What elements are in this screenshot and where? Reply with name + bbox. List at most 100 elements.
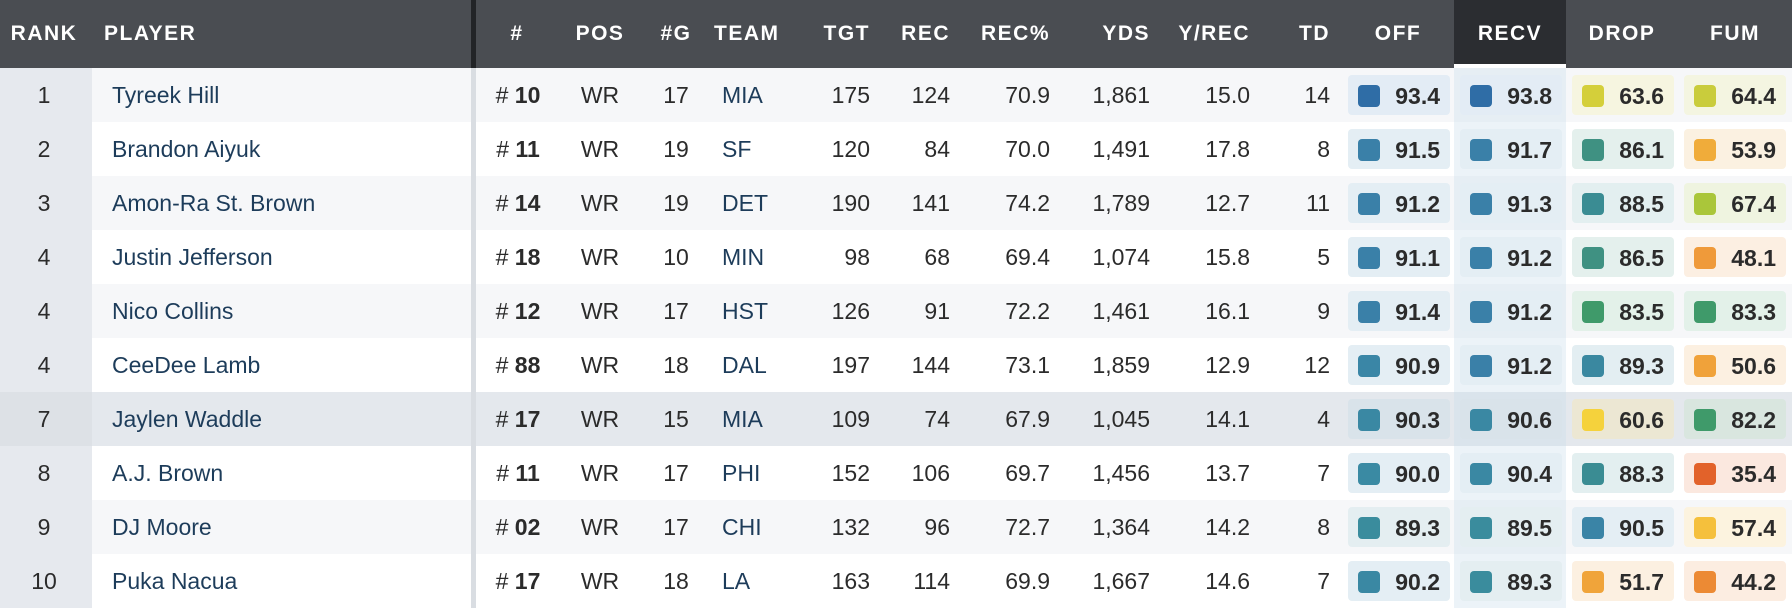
col-header-yds[interactable]: YDS: [1102, 22, 1150, 45]
table-row[interactable]: 9 DJ Moore # 02 WR 17 CHI 132 96 72.7 1,364 14.2 8 8…: [0, 500, 1792, 554]
col-header-pos[interactable]: POS: [575, 22, 625, 45]
rec-pct-cell: 70.0: [1005, 136, 1050, 162]
col-header-tgt[interactable]: TGT: [823, 22, 870, 45]
player-name-link[interactable]: A.J. Brown: [112, 460, 224, 486]
table-row[interactable]: 2 Brandon Aiyuk # 11 WR 19 SF 120 84 70.0 1,491 17…: [0, 122, 1792, 176]
table-header: RANK PLAYER # POS #G TEAM TGT REC REC% Y…: [0, 0, 1792, 68]
jersey-cell: # 02: [486, 500, 550, 554]
off-grade-badge: 93.4: [1348, 75, 1450, 115]
team-link[interactable]: DAL: [722, 352, 767, 378]
col-header-rec[interactable]: REC: [901, 22, 950, 45]
col-header-fum[interactable]: FUM: [1710, 22, 1760, 45]
team-link[interactable]: DET: [722, 190, 768, 216]
pos-cell: WR: [580, 298, 620, 324]
jersey-hash: #: [495, 406, 509, 432]
rank-column-bg: [0, 500, 92, 554]
y-rec-cell: 15.0: [1205, 82, 1250, 108]
team-link[interactable]: LA: [722, 568, 751, 594]
y-rec-cell: 14.6: [1205, 568, 1250, 594]
grade-color-swatch-icon: [1470, 355, 1492, 377]
rank-cell: 4: [37, 298, 51, 324]
col-header-off[interactable]: OFF: [1374, 22, 1422, 45]
grade-color-swatch-icon: [1582, 247, 1604, 269]
grade-color-swatch-icon: [1358, 301, 1380, 323]
frozen-column-divider: [471, 284, 476, 338]
games-cell: 18: [663, 352, 689, 378]
rank-column-bg: [0, 176, 92, 230]
table-row[interactable]: 4 CeeDee Lamb # 88 WR 18 DAL 197 144 73.1 1,859 12…: [0, 338, 1792, 392]
player-name-link[interactable]: Justin Jefferson: [112, 244, 273, 270]
col-header-drop[interactable]: DROP: [1588, 22, 1656, 45]
tgt-cell: 126: [831, 298, 870, 324]
jersey-number: 11: [515, 460, 540, 486]
table-row[interactable]: 8 A.J. Brown # 11 WR 17 PHI 152 106 69.7 1,456 13.…: [0, 446, 1792, 500]
col-header-recv[interactable]: RECV: [1454, 0, 1566, 68]
jersey-cell: # 12: [486, 284, 550, 338]
col-header-player[interactable]: PLAYER: [104, 22, 197, 45]
team-link[interactable]: HST: [722, 298, 768, 324]
player-name-link[interactable]: Tyreek Hill: [112, 82, 220, 108]
table-row[interactable]: 3 Amon-Ra St. Brown # 14 WR 19 DET 190 141 74.2 1…: [0, 176, 1792, 230]
drop-grade-value: 60.6: [1619, 407, 1664, 433]
table-row[interactable]: 4 Justin Jefferson # 18 WR 10 MIN 98 68 69.4 1,07…: [0, 230, 1792, 284]
team-link[interactable]: SF: [722, 136, 752, 162]
td-cell: 7: [1317, 568, 1330, 594]
col-header-games[interactable]: #G: [660, 22, 692, 45]
grade-color-swatch-icon: [1694, 355, 1716, 377]
team-link[interactable]: MIN: [722, 244, 765, 270]
rec-cell: 91: [924, 298, 950, 324]
table-row[interactable]: 1 Tyreek Hill # 10 WR 17 MIA 175 124 70.9 1,861 15…: [0, 68, 1792, 122]
grade-color-swatch-icon: [1358, 463, 1380, 485]
y-rec-cell: 16.1: [1205, 298, 1250, 324]
tgt-cell: 120: [831, 136, 870, 162]
col-header-team[interactable]: TEAM: [714, 22, 780, 45]
recv-grade-badge: 91.2: [1460, 237, 1562, 277]
player-name-link[interactable]: DJ Moore: [112, 514, 212, 540]
games-cell: 17: [663, 298, 689, 324]
table-row[interactable]: 10 Puka Nacua # 17 WR 18 LA 163 114 69.9 1,667 14.…: [0, 554, 1792, 608]
off-grade-badge: 90.9: [1348, 345, 1450, 385]
col-header-td[interactable]: TD: [1299, 22, 1330, 45]
frozen-column-divider: [471, 68, 476, 122]
fum-grade-value: 48.1: [1731, 245, 1776, 271]
jersey-number: 02: [514, 514, 541, 540]
drop-grade-value: 83.5: [1619, 299, 1664, 325]
table-row[interactable]: 7 Jaylen Waddle # 17 WR 15 MIA 109 74 67.9 1,045 1…: [0, 392, 1792, 446]
col-header-rank[interactable]: RANK: [10, 22, 78, 45]
drop-grade-value: 63.6: [1619, 83, 1664, 109]
team-link[interactable]: PHI: [722, 460, 761, 486]
rank-column-bg: [0, 68, 92, 122]
jersey-number: 11: [515, 136, 540, 162]
rec-cell: 106: [911, 460, 950, 486]
player-name-link[interactable]: Jaylen Waddle: [112, 406, 263, 432]
grade-color-swatch-icon: [1470, 247, 1492, 269]
fum-grade-value: 35.4: [1731, 461, 1776, 487]
player-name-link[interactable]: Nico Collins: [112, 298, 234, 324]
team-link[interactable]: CHI: [722, 514, 762, 540]
col-header-jersey[interactable]: #: [510, 22, 524, 45]
team-link[interactable]: MIA: [722, 406, 763, 432]
player-name-link[interactable]: Amon-Ra St. Brown: [112, 190, 316, 216]
recv-grade-value: 90.6: [1507, 407, 1552, 433]
fum-grade-badge: 44.2: [1684, 561, 1786, 601]
grade-color-swatch-icon: [1694, 139, 1716, 161]
fum-grade-value: 57.4: [1731, 515, 1776, 541]
games-cell: 17: [663, 82, 689, 108]
td-cell: 12: [1304, 352, 1330, 378]
jersey-hash: #: [495, 190, 509, 216]
yds-cell: 1,859: [1092, 352, 1150, 378]
recv-grade-badge: 93.8: [1460, 75, 1562, 115]
player-name-link[interactable]: Puka Nacua: [112, 568, 238, 594]
off-grade-badge: 91.4: [1348, 291, 1450, 331]
table-row[interactable]: 4 Nico Collins # 12 WR 17 HST 126 91 72.2 1,461 16…: [0, 284, 1792, 338]
jersey-hash: #: [495, 244, 509, 270]
jersey-number: 10: [514, 82, 541, 108]
rec-pct-cell: 67.9: [1005, 406, 1050, 432]
recv-grade-badge: 89.5: [1460, 507, 1562, 547]
player-name-link[interactable]: CeeDee Lamb: [112, 352, 261, 378]
team-link[interactable]: MIA: [722, 82, 763, 108]
td-cell: 8: [1317, 514, 1330, 540]
col-header-rec-pct[interactable]: REC%: [980, 22, 1050, 45]
col-header-y-rec[interactable]: Y/REC: [1178, 22, 1250, 45]
player-name-link[interactable]: Brandon Aiyuk: [112, 136, 261, 162]
